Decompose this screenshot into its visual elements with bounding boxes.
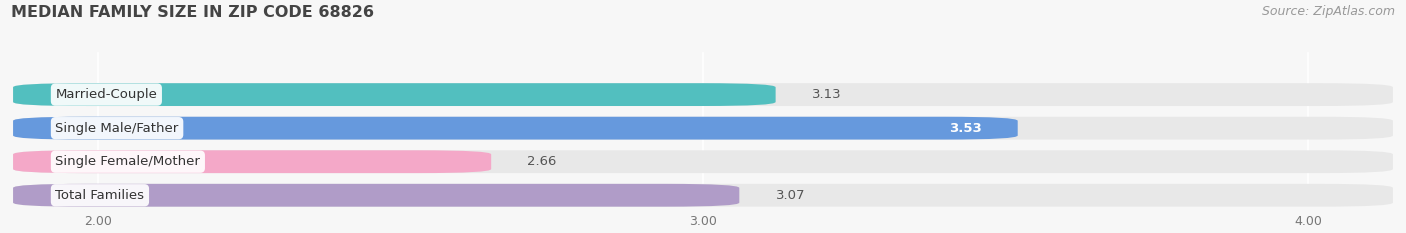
FancyBboxPatch shape [13, 184, 1393, 207]
FancyBboxPatch shape [13, 117, 1018, 140]
Text: MEDIAN FAMILY SIZE IN ZIP CODE 68826: MEDIAN FAMILY SIZE IN ZIP CODE 68826 [11, 5, 374, 20]
Text: Single Female/Mother: Single Female/Mother [55, 155, 200, 168]
FancyBboxPatch shape [13, 117, 1393, 140]
Text: 3.07: 3.07 [776, 189, 806, 202]
Text: Single Male/Father: Single Male/Father [55, 122, 179, 135]
Text: 3.13: 3.13 [811, 88, 842, 101]
Text: Source: ZipAtlas.com: Source: ZipAtlas.com [1261, 5, 1395, 18]
FancyBboxPatch shape [13, 83, 776, 106]
Text: 2.66: 2.66 [527, 155, 557, 168]
FancyBboxPatch shape [13, 150, 1393, 173]
FancyBboxPatch shape [13, 83, 1393, 106]
Text: 3.53: 3.53 [949, 122, 981, 135]
FancyBboxPatch shape [13, 184, 740, 207]
Text: Total Families: Total Families [55, 189, 145, 202]
FancyBboxPatch shape [13, 150, 491, 173]
Text: Married-Couple: Married-Couple [55, 88, 157, 101]
